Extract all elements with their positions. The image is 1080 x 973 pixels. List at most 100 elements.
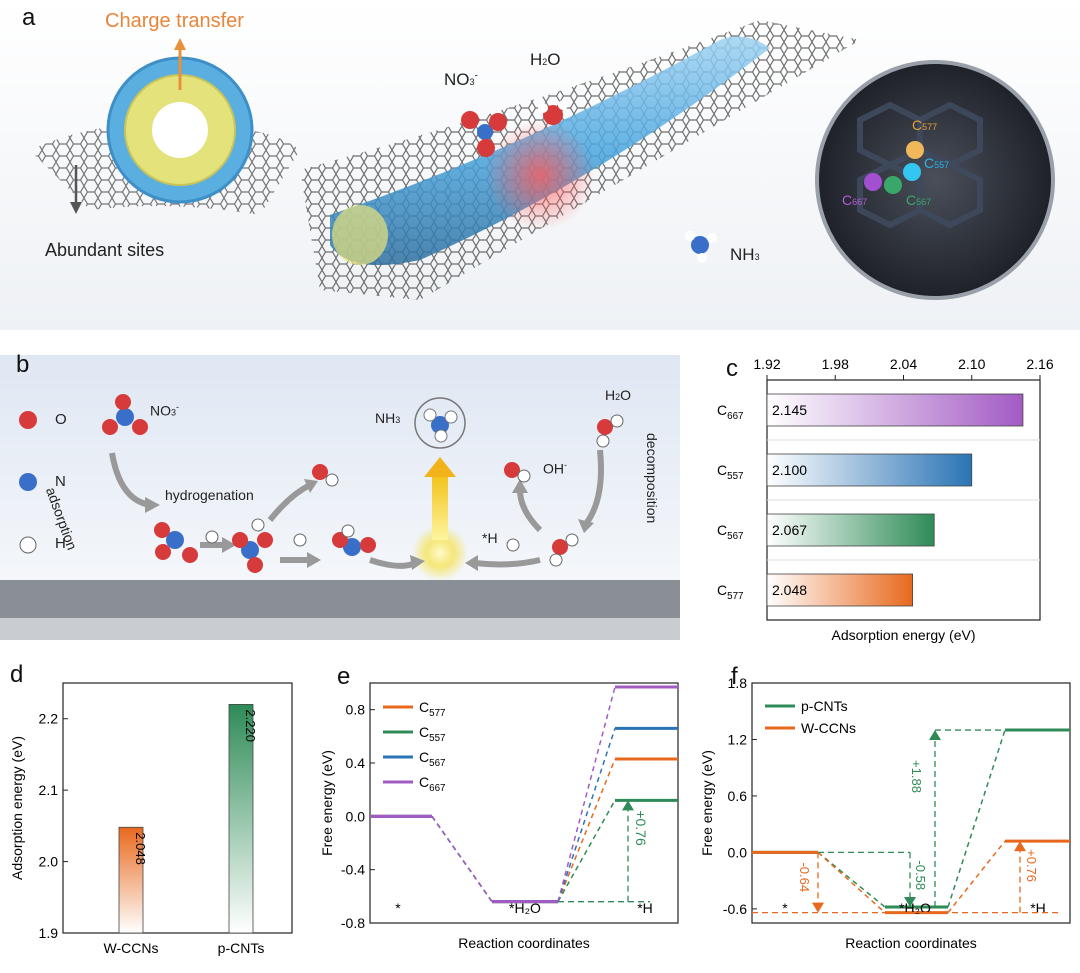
h2o-b-label: H2O: [605, 387, 632, 403]
connector-W-CCNs-2: [947, 840, 1006, 914]
connector-p-CNTs-2: [947, 729, 1006, 908]
no3-label: NO3-: [444, 70, 478, 89]
category-label-C667: C667: [717, 402, 743, 422]
no3-b-label: NO3-: [150, 402, 180, 419]
bar-C567: [766, 513, 935, 547]
plot-frame-d: [62, 682, 293, 934]
connector-C567-2: [557, 728, 616, 902]
arrowhead-e: [622, 800, 634, 811]
bar-C577: [766, 573, 914, 607]
arrowhead-f-2: [904, 897, 916, 907]
category-label-f-2: *H: [1030, 900, 1046, 916]
category-label-e-0: *: [395, 900, 401, 916]
value-label-C667: 2.145: [772, 402, 807, 418]
legend-label-W-CCNs: W-CCNs: [801, 720, 856, 736]
value-label-p-CNTs: 2.220: [243, 709, 258, 742]
legend-label-C567: C567: [419, 749, 445, 769]
bar-C667: [766, 393, 1024, 427]
category-label-e-2: *H: [637, 900, 653, 916]
chart-f: -0.6 0.0 0.6 1.2 1.8 * *H₂O *H Reaction coordina…: [699, 675, 1071, 951]
x-axis-label-e: Reaction coordinates: [458, 935, 590, 951]
y-tick-label-f: 0.6: [728, 788, 748, 804]
value-label-C557: 2.100: [772, 462, 807, 478]
h2o-label: H2O: [530, 50, 561, 69]
panel-a-label: a: [22, 4, 36, 31]
y-tick-label-e: -0.8: [341, 915, 365, 931]
x-tick-label-c: 1.92: [753, 356, 780, 372]
chart-e: -0.8 -0.4 0.0 0.4 0.8 * *H₂O *H Reaction coordin…: [319, 682, 679, 951]
panel-f-label: f: [731, 663, 738, 690]
panel-b-label: b: [16, 351, 30, 378]
y-tick-label-e: -0.4: [341, 862, 365, 878]
panel-b-illustration: [0, 355, 680, 640]
connector-p-CNTs-1: [817, 851, 886, 908]
connector-W-CCNs-1: [817, 851, 886, 914]
category-label-f-1: *H₂O: [899, 900, 931, 916]
oh-label: OH-: [543, 460, 567, 477]
y-tick-label-e: 0.4: [346, 755, 366, 771]
x-tick-label-c: 2.04: [890, 356, 917, 372]
category-label-e-1: *H₂O: [509, 900, 541, 916]
panel-c: c 1.92 1.98 2.04 2.10 2.16 2.145 C667 2.100 C557…: [680, 335, 1080, 650]
legend-label-C667: C667: [419, 774, 445, 794]
value-label-W-CCNs: 2.048: [133, 832, 148, 865]
y-tick-label-f: -0.6: [723, 901, 747, 917]
y-tick-label-d: 2.0: [39, 854, 59, 870]
category-label-W-CCNs: W-CCNs: [104, 940, 159, 956]
nh3-b-label: NH3: [375, 410, 401, 426]
y-axis-label-f: Free energy (eV): [699, 750, 715, 856]
legend-label-C557: C557: [419, 724, 445, 744]
category-label-C577: C577: [717, 582, 743, 602]
bar-W-CCNs: [118, 826, 144, 934]
chart-c: 1.92 1.98 2.04 2.10 2.16 2.145 C667 2.100 C557 2.…: [717, 356, 1054, 643]
panel-e: e -0.8 -0.4 0.0 0.4 0.8 * *H₂O *H Reaction coord…: [310, 655, 690, 968]
site-label-c567: C567: [906, 192, 932, 208]
y-tick-label-d: 2.2: [39, 711, 59, 727]
y-tick-label-e: 0.8: [346, 702, 366, 718]
annotation-e: +0.76: [633, 810, 649, 846]
category-label-C557: C557: [717, 462, 743, 482]
legend-label-p-CNTs: p-CNTs: [801, 698, 848, 714]
arrowhead-f-1: [812, 902, 824, 913]
plot-frame-e: [369, 682, 679, 924]
hydrogenation-label: hydrogenation: [165, 487, 254, 503]
site-label-c557: C557: [924, 155, 950, 171]
panel-e-label: e: [337, 663, 351, 690]
panel-d: d 1.9 2.0 2.1 2.2 2.048 W-CCNs 2.220 p-CNTs Adso…: [0, 655, 310, 968]
x-tick-label-c: 1.98: [822, 356, 849, 372]
category-label-p-CNTs: p-CNTs: [218, 940, 265, 956]
panel-a-illustration: [0, 0, 1080, 330]
chart-d: 1.9 2.0 2.1 2.2 2.048 W-CCNs 2.220 p-CNTs Adsorp…: [9, 682, 293, 956]
decomposition-label: decomposition: [644, 433, 660, 524]
bar-p-CNTs: [228, 704, 254, 934]
legend-o-label: O: [55, 411, 67, 428]
panel-a: a Charge transfer Abundant sites NO3- H2…: [0, 0, 1080, 330]
legend-h-label: H: [55, 535, 66, 552]
annotation-f-2: -0.58: [913, 860, 928, 890]
y-tick-label-d: 1.9: [39, 925, 59, 941]
panel-f: f -0.6 0.0 0.6 1.2 1.8 * *H₂O *H Reaction coordi…: [690, 655, 1080, 968]
legend-label-C577: C577: [419, 699, 445, 719]
x-axis-label-c: Adsorption energy (eV): [832, 627, 976, 643]
arrowhead-f-3: [929, 730, 941, 741]
x-tick-label-c: 2.10: [958, 356, 985, 372]
connector-C667-2: [557, 686, 616, 902]
y-tick-label-f: 0.0: [728, 844, 748, 860]
x-tick-label-c: 2.16: [1026, 356, 1053, 372]
panel-c-label: c: [726, 355, 738, 382]
panel-d-label: d: [10, 661, 24, 688]
plot-frame-f: [751, 682, 1071, 924]
connector-C557-2: [557, 799, 616, 903]
y-tick-label-e: 0.0: [346, 808, 366, 824]
annotation-f-1: -0.64: [797, 862, 812, 892]
h-star-label: *H: [482, 530, 498, 546]
site-label-c667: C667: [842, 192, 868, 208]
site-label-c577: C577: [912, 117, 938, 133]
nh3-label: NH3: [730, 245, 760, 264]
charge-transfer-label: Charge transfer: [105, 10, 244, 32]
category-label-C567: C567: [717, 522, 743, 542]
annotation-f-4: +0.76: [1024, 849, 1039, 882]
annotation-f-3: +1.88: [909, 760, 924, 793]
arrowhead-f-4: [1014, 841, 1026, 852]
y-axis-label-d: Adsorption energy (eV): [9, 736, 25, 880]
